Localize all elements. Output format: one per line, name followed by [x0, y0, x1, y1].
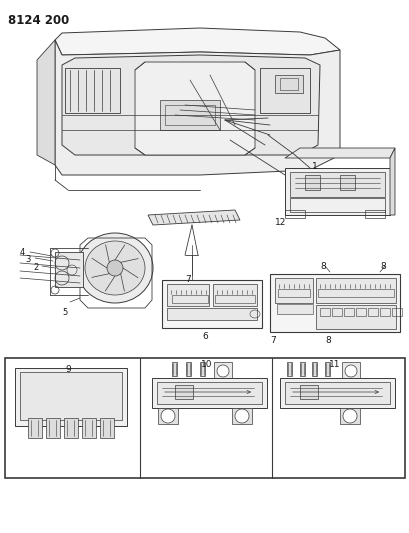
- Bar: [166, 308, 256, 320]
- Bar: [279, 78, 297, 90]
- Bar: [319, 308, 329, 316]
- Bar: [160, 100, 220, 130]
- Bar: [341, 362, 359, 380]
- Bar: [379, 308, 389, 316]
- Bar: [276, 304, 312, 314]
- Ellipse shape: [344, 365, 356, 377]
- Bar: [164, 105, 214, 125]
- Bar: [324, 362, 329, 376]
- Bar: [213, 362, 231, 380]
- Bar: [367, 308, 377, 316]
- Bar: [46, 418, 60, 438]
- Polygon shape: [284, 168, 389, 215]
- Bar: [270, 274, 399, 332]
- Ellipse shape: [161, 409, 175, 423]
- Bar: [311, 362, 316, 376]
- Bar: [213, 284, 256, 306]
- Bar: [259, 68, 309, 113]
- Text: 8: 8: [379, 262, 385, 271]
- Polygon shape: [284, 148, 394, 158]
- Text: 7: 7: [184, 275, 190, 284]
- Text: 2: 2: [33, 263, 38, 272]
- Bar: [55, 252, 83, 287]
- Bar: [214, 295, 254, 303]
- Bar: [339, 408, 359, 424]
- Bar: [274, 278, 312, 303]
- Bar: [331, 308, 341, 316]
- Bar: [343, 308, 353, 316]
- Bar: [277, 289, 309, 297]
- Bar: [317, 289, 393, 297]
- Polygon shape: [55, 40, 339, 175]
- Bar: [152, 378, 266, 408]
- Bar: [28, 418, 42, 438]
- Polygon shape: [37, 40, 55, 165]
- Text: 11: 11: [328, 360, 340, 369]
- Bar: [186, 362, 191, 376]
- Polygon shape: [389, 148, 394, 215]
- Text: 10: 10: [201, 360, 212, 369]
- Bar: [391, 308, 401, 316]
- Bar: [279, 378, 394, 408]
- Bar: [339, 175, 354, 190]
- Text: 5: 5: [62, 308, 67, 317]
- Bar: [166, 284, 209, 306]
- Bar: [175, 385, 193, 399]
- Bar: [157, 382, 261, 404]
- Text: 1: 1: [311, 162, 317, 171]
- Bar: [82, 418, 96, 438]
- Bar: [100, 418, 114, 438]
- Text: 12: 12: [274, 218, 285, 227]
- Bar: [15, 368, 127, 426]
- Polygon shape: [148, 210, 239, 225]
- Ellipse shape: [77, 233, 153, 303]
- Text: 8: 8: [324, 336, 330, 345]
- Bar: [5, 358, 404, 478]
- Text: 6: 6: [202, 332, 207, 341]
- Bar: [157, 408, 178, 424]
- Bar: [20, 372, 122, 420]
- Bar: [274, 75, 302, 93]
- Text: 4: 4: [20, 248, 25, 257]
- Bar: [289, 172, 384, 197]
- Polygon shape: [135, 62, 254, 155]
- Bar: [299, 385, 317, 399]
- Text: 8: 8: [319, 262, 325, 271]
- Ellipse shape: [342, 409, 356, 423]
- Bar: [304, 175, 319, 190]
- Text: 3: 3: [25, 255, 30, 264]
- Bar: [200, 362, 204, 376]
- Bar: [299, 362, 304, 376]
- Text: 8124 200: 8124 200: [8, 14, 69, 27]
- Text: 7: 7: [270, 336, 275, 345]
- Bar: [65, 68, 120, 113]
- Bar: [231, 408, 252, 424]
- Bar: [64, 418, 78, 438]
- Bar: [162, 280, 261, 328]
- Bar: [315, 278, 395, 303]
- Bar: [284, 382, 389, 404]
- Ellipse shape: [85, 241, 145, 295]
- Bar: [315, 305, 395, 329]
- Bar: [364, 210, 384, 218]
- Bar: [172, 295, 207, 303]
- Bar: [289, 198, 384, 212]
- Bar: [355, 308, 365, 316]
- Ellipse shape: [216, 365, 229, 377]
- Polygon shape: [55, 28, 339, 55]
- Text: 9: 9: [65, 365, 71, 374]
- Bar: [286, 362, 291, 376]
- Polygon shape: [62, 55, 319, 155]
- Ellipse shape: [234, 409, 248, 423]
- Ellipse shape: [107, 260, 123, 276]
- Bar: [284, 210, 304, 218]
- Bar: [172, 362, 177, 376]
